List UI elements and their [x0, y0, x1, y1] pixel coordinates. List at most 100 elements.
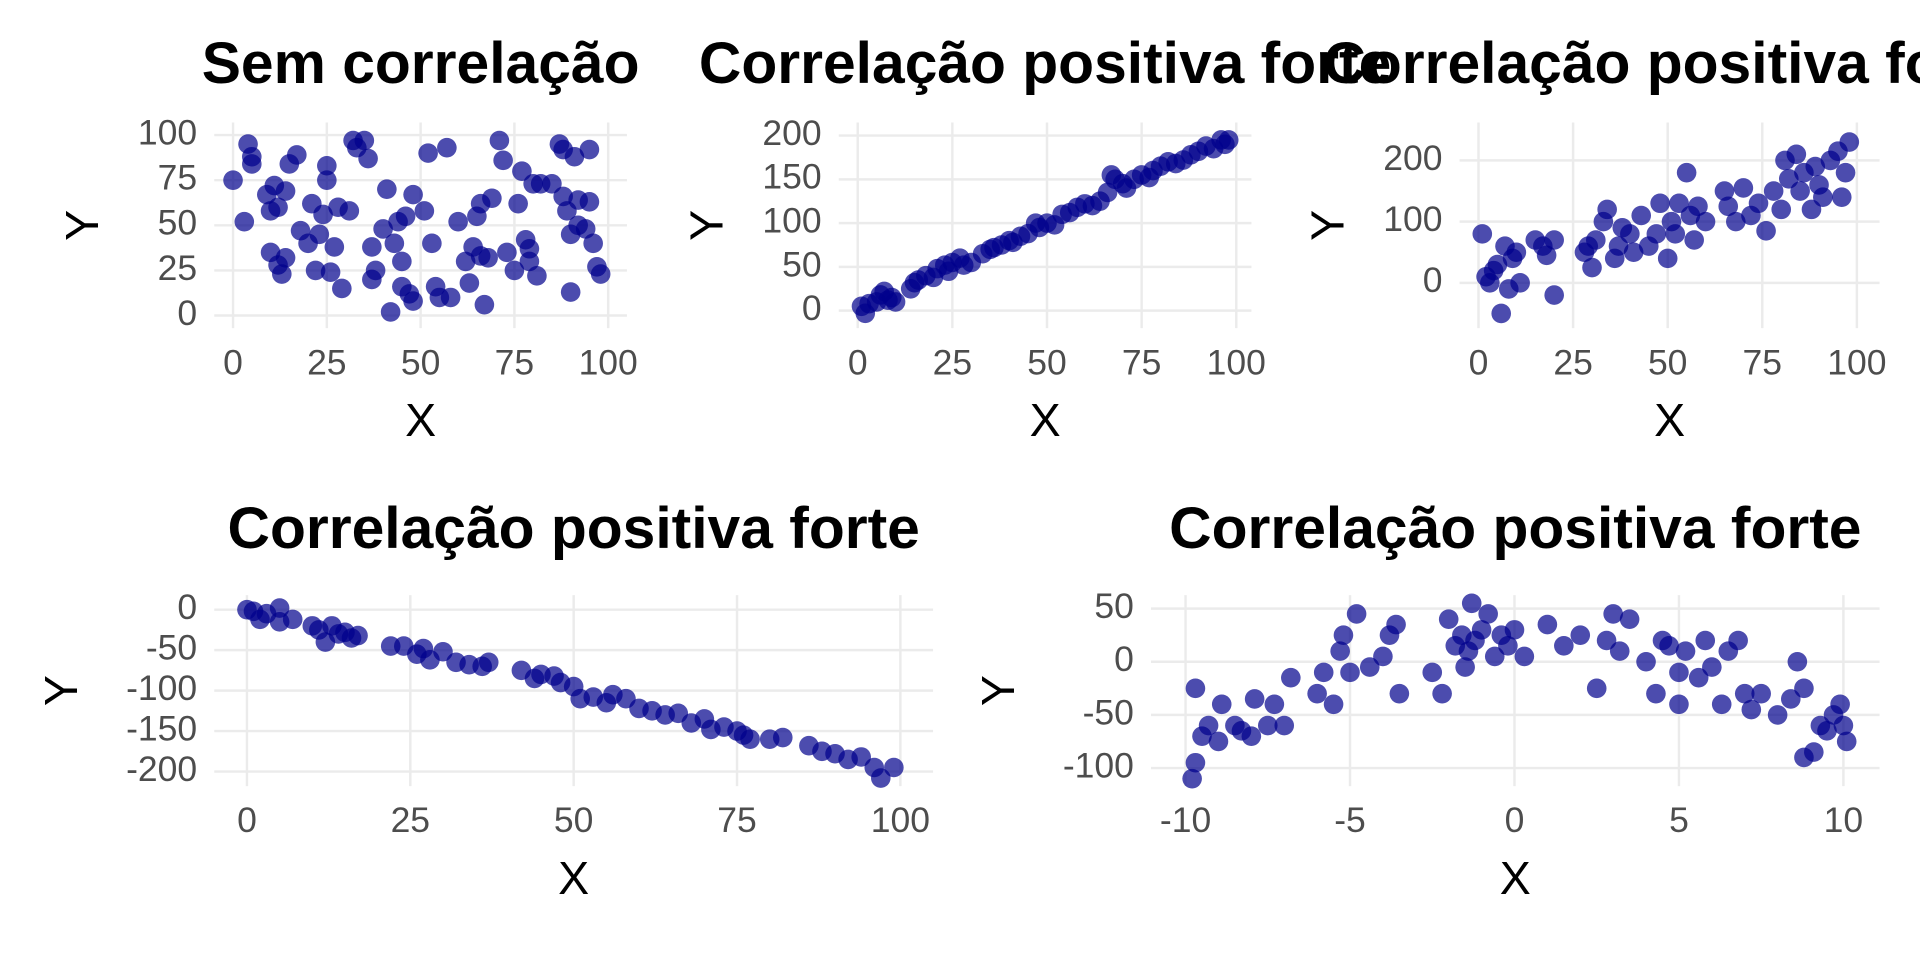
point: [1218, 130, 1239, 150]
point: [1805, 156, 1826, 177]
point: [1491, 303, 1512, 324]
x-tick-label: 50: [401, 342, 441, 382]
point: [242, 154, 262, 174]
point: [234, 211, 255, 232]
point: [1307, 683, 1327, 704]
point: [851, 747, 871, 767]
point: [474, 294, 495, 315]
point: [1455, 657, 1475, 677]
point: [365, 260, 386, 281]
point: [1767, 705, 1788, 725]
point: [493, 150, 513, 171]
point: [1839, 132, 1860, 152]
point: [380, 302, 401, 322]
y-tick-label: 0: [802, 288, 822, 328]
y-tick-label: 50: [1094, 586, 1134, 626]
point: [564, 146, 585, 167]
point: [320, 262, 341, 283]
point: [354, 130, 375, 151]
point: [885, 292, 906, 312]
y-tick-label: 200: [1383, 138, 1442, 178]
point: [373, 219, 393, 239]
y-tick-label: 100: [138, 112, 197, 152]
point: [272, 264, 292, 284]
y-tick-label: -100: [1063, 745, 1134, 785]
point: [504, 260, 525, 281]
point: [1461, 593, 1482, 614]
point: [1780, 689, 1801, 709]
point: [1471, 620, 1492, 640]
point: [1636, 651, 1656, 672]
point: [313, 204, 333, 225]
point: [1333, 625, 1354, 645]
x-axis-label: X: [558, 852, 589, 904]
point: [870, 768, 891, 788]
point: [542, 174, 562, 194]
x-tick-label: 75: [1743, 342, 1783, 382]
point: [358, 148, 378, 169]
y-axis-label: Y: [972, 675, 1024, 706]
point: [459, 273, 480, 293]
x-tick-label: 100: [1827, 342, 1886, 382]
point: [1751, 683, 1771, 704]
point: [590, 264, 611, 284]
point: [1659, 636, 1679, 656]
point: [1241, 726, 1262, 746]
point: [1718, 196, 1739, 217]
y-tick-label: 100: [762, 200, 821, 240]
point: [1422, 662, 1443, 683]
point: [1554, 636, 1574, 656]
point: [1657, 248, 1678, 269]
point: [1182, 768, 1202, 789]
point: [1631, 205, 1652, 226]
point: [1281, 667, 1301, 688]
point: [1597, 199, 1617, 220]
point: [309, 224, 330, 245]
point: [282, 609, 303, 630]
point: [1831, 187, 1852, 207]
point: [1688, 196, 1708, 217]
point: [414, 201, 435, 221]
point: [1619, 609, 1640, 630]
x-tick-label: 100: [871, 800, 930, 840]
point: [1208, 731, 1229, 752]
x-tick-label: 0: [237, 800, 257, 840]
point: [448, 211, 468, 232]
point: [1198, 715, 1219, 736]
point: [1835, 162, 1856, 183]
point: [1211, 694, 1232, 715]
x-axis-label: X: [1500, 852, 1531, 904]
point: [395, 206, 416, 227]
point: [1790, 181, 1810, 201]
point: [275, 181, 296, 201]
chart-title: Correlação positiva forte: [1169, 496, 1861, 561]
point: [1185, 678, 1206, 699]
point: [1313, 662, 1334, 683]
point: [1813, 187, 1833, 207]
point: [1582, 257, 1602, 278]
point: [1646, 683, 1666, 704]
point: [1675, 641, 1696, 661]
point: [1748, 193, 1769, 214]
x-tick-label: 0: [1505, 800, 1525, 840]
point: [1756, 221, 1776, 241]
point: [1274, 715, 1295, 736]
y-tick-label: 0: [177, 293, 197, 333]
y-tick-label: -150: [126, 708, 197, 748]
x-axis-label: X: [1654, 394, 1685, 446]
point: [1695, 630, 1716, 651]
x-tick-label: 50: [1027, 342, 1067, 382]
point: [1472, 224, 1493, 244]
point: [575, 219, 596, 239]
point: [1330, 641, 1350, 661]
point: [1514, 646, 1535, 667]
point: [1438, 609, 1459, 630]
chart-title: Correlação positiva forte: [1323, 31, 1920, 96]
point: [1676, 162, 1697, 183]
point: [377, 179, 397, 200]
point: [583, 233, 603, 254]
point: [1478, 604, 1498, 624]
y-tick-label: 150: [762, 157, 821, 197]
x-axis-label: X: [405, 394, 436, 446]
